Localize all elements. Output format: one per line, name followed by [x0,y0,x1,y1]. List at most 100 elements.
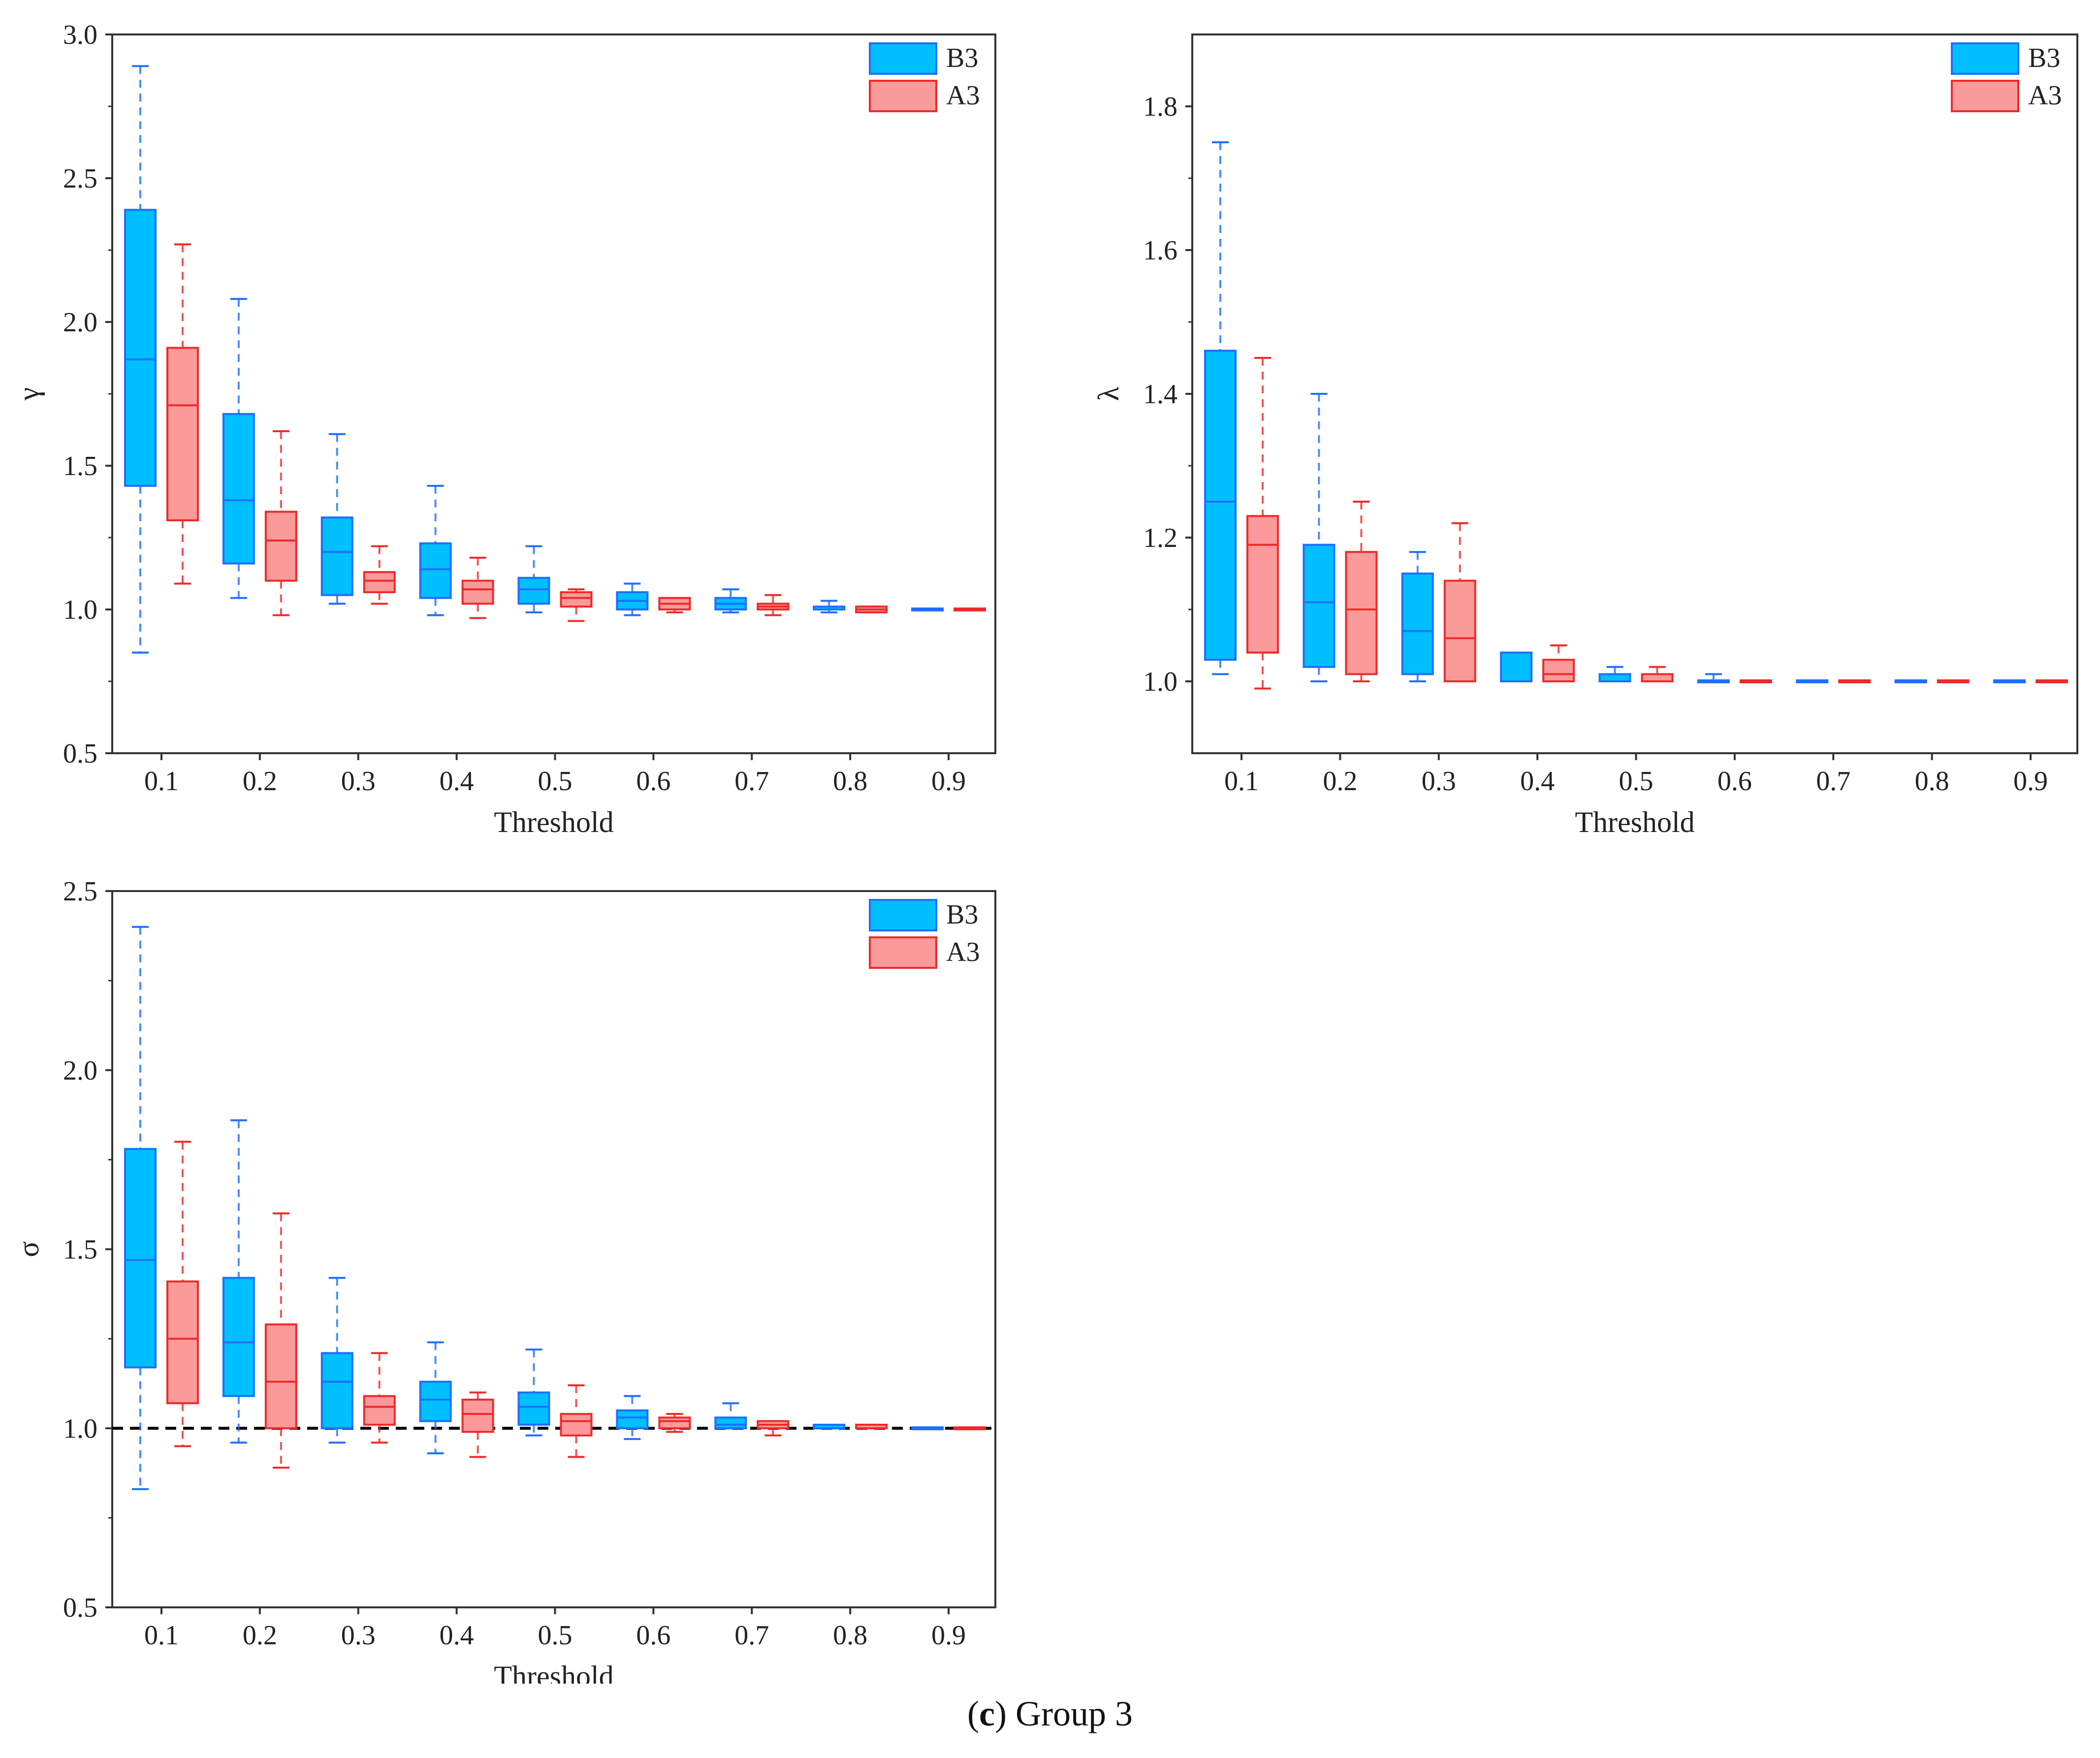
gamma-xtick-label: 0.1 [144,766,179,797]
gamma-legend-label-A3: A3 [946,80,980,111]
sigma-B3-box-0.9 [911,1426,944,1431]
box-iqr [264,511,297,582]
gamma-ytick-label: 2.0 [63,307,97,338]
box-iqr [166,347,199,521]
gamma-xtick-label: 0.6 [636,766,670,797]
sigma-B3-box-0.8 [813,1423,846,1430]
sigma-xtick-label: 0.1 [144,1620,179,1651]
sigma-ytick-label: 0.5 [63,1593,97,1623]
sigma-B3-box-0.7 [714,1402,747,1430]
gamma-A3-box-0.4 [461,556,494,619]
gamma-A3-box-0.2 [264,430,297,616]
gamma-A3-box-0.6 [658,597,691,613]
box-iqr [658,1416,691,1430]
lambda-legend-label-B3: B3 [2028,43,2060,73]
box-iqr [419,1380,452,1422]
lambda-xtick-label: 0.5 [1619,766,1654,797]
box-iqr [1443,579,1476,682]
box-iqr [124,209,157,487]
sigma-B3-box-0.2 [222,1119,255,1444]
lambda-B3-box-0.9 [1993,679,2026,683]
lambda-xtick-label: 0.4 [1520,766,1555,797]
sigma-plot-frame [111,890,996,1608]
gamma-A3-box-0.8 [855,606,888,613]
box-iqr [363,571,396,593]
gamma-A3-box-0.3 [363,545,396,605]
lambda-ytick-label: 1.0 [1143,667,1177,697]
sigma-xtick-label: 0.8 [833,1620,867,1651]
lambda-legend-swatch-B3 [1951,42,2019,75]
gamma-boxplot-panel: 0.5 1.0 1.5 2.0 2.5 3.0 0.1 0.2 0.3 0.4 0.5 0.6 0.7 0… [12,20,996,838]
gamma-ytick-label: 0.5 [63,738,97,769]
box-iqr [560,1413,593,1437]
box-iqr [616,1409,649,1430]
lambda-A3-box-0.9 [2036,679,2068,683]
sigma-boxplot-panel: 0.5 1.0 1.5 2.0 2.5 0.1 0.2 0.3 0.4 0.5 0.6 0.7 0.8 0… [12,876,996,1693]
sigma-A3-box-0.6 [658,1413,691,1433]
box-iqr [419,542,452,599]
gamma-ytick-label: 3.0 [63,20,97,50]
gamma-plot-frame [111,33,996,754]
sigma-xtick-label: 0.7 [734,1620,769,1651]
box-iqr [1641,673,1674,683]
lambda-B3-box-0.6 [1697,673,1730,683]
gamma-ytick-label: 1.5 [63,451,97,481]
box-iqr [1401,573,1434,675]
figure: 0.51.01.52.02.53.00.1 0.2 0.3 0.4 0.5 0.6 0.7 0… [12,20,2078,1693]
sigma-legend-swatch-B3 [869,899,937,931]
gamma-B3-box-0.8 [813,600,846,613]
lambda-A3-box-0.8 [1937,679,1970,683]
sigma-xtick-label: 0.3 [341,1620,376,1651]
sigma-A3-box-0.5 [560,1384,593,1458]
sigma-B3-box-0.6 [616,1395,649,1440]
lambda-B3-box-0.5 [1598,666,1631,683]
gamma-xtick-label: 0.8 [833,766,867,797]
sigma-xtick-label: 0.9 [931,1620,966,1651]
sigma-xtick-label: 0.5 [538,1620,573,1651]
box-iqr [461,579,494,605]
box-iqr [1303,543,1336,668]
box-iqr [320,516,353,596]
lambda-legend-swatch-A3 [1951,80,2019,112]
box-iqr [714,1416,747,1430]
lambda-xtick-label: 0.9 [2013,766,2048,797]
box-iqr [320,1352,353,1430]
gamma-B3-box-0.3 [320,433,353,605]
box-iqr [264,1323,297,1430]
lambda-A3-box-0.5 [1641,666,1674,683]
sigma-ytick-label: 1.5 [63,1235,97,1265]
sigma-A3-box-0.2 [264,1212,297,1469]
gamma-B3-box-0.9 [911,607,944,611]
gamma-xaxis-title: Threshold [494,806,613,838]
lambda-B3-box-0.4 [1500,651,1533,682]
lambda-ytick-label: 1.4 [1143,379,1177,410]
lambda-xtick-label: 0.8 [1915,766,1949,797]
lambda-xtick-label: 0.3 [1422,766,1456,797]
sigma-A3-box-0.7 [757,1420,790,1437]
sigma-B3-box-0.3 [320,1277,353,1444]
box-iqr [166,1280,199,1405]
sigma-A3-box-0.9 [954,1426,986,1431]
lambda-ytick-label: 1.8 [1143,92,1177,122]
sigma-xtick-label: 0.2 [243,1620,277,1651]
box-iqr [1542,659,1575,682]
sigma-B3-box-0.5 [517,1348,550,1437]
gamma-legend-label-B3: B3 [946,43,978,73]
box-iqr [1246,515,1279,654]
lambda-A3-box-0.3 [1443,522,1476,682]
caption-text: Group 3 [1015,1694,1133,1733]
lambda-A3-box-0.2 [1345,501,1378,682]
box-iqr [560,591,593,608]
gamma-A3-box-0.9 [954,607,986,611]
lambda-B3-box-0.7 [1796,679,1829,683]
lambda-ytick-label: 1.6 [1143,235,1177,266]
lambda-xtick-label: 0.1 [1224,766,1259,797]
gamma-B3-box-0.2 [222,298,255,599]
lambda-xaxis-title: Threshold [1575,806,1694,838]
sigma-xtick-label: 0.6 [636,1620,670,1651]
box-iqr [517,1391,550,1426]
caption-letter: c [979,1694,995,1733]
gamma-B3-box-0.5 [517,545,550,613]
lambda-A3-box-0.7 [1838,679,1871,683]
gamma-ytick-label: 1.0 [63,595,97,625]
